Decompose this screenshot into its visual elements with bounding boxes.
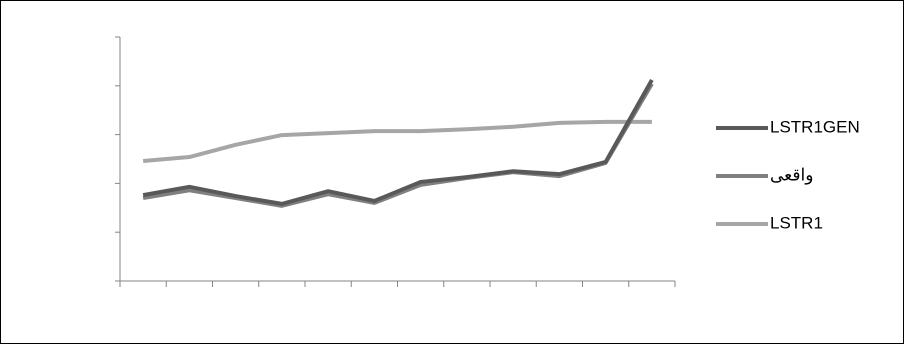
legend-label: LSTR1GEN bbox=[770, 117, 860, 136]
series-line bbox=[142, 78, 654, 206]
legend-label: واقعی bbox=[770, 165, 813, 185]
series-line bbox=[142, 119, 652, 163]
legend-label: LSTR1 bbox=[770, 213, 823, 232]
